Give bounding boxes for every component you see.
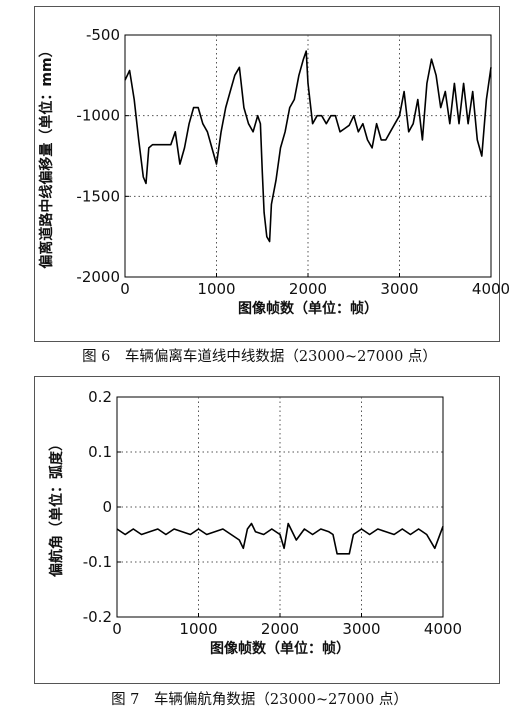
- y-axis-label: 偏航角（单位：弧度）: [48, 437, 65, 577]
- y-tick-label: -0.1: [83, 553, 112, 571]
- y-tick-label: -1000: [76, 107, 120, 125]
- figure-7-chart: 0 1000 2000 3000 4000 0.2 0.1 0 -0.1 -0.2 图像帧数（单位：…: [48, 388, 462, 657]
- series-line: [116, 522, 444, 555]
- y-tick-label: -2000: [76, 268, 120, 286]
- x-tick-label: 0: [112, 620, 122, 638]
- x-tick-label: 3000: [380, 280, 418, 298]
- x-tick-label: 4000: [472, 280, 510, 298]
- figure-6-caption: 图 6 车辆偏离车道线中线数据（23000~27000 点）: [82, 349, 437, 365]
- x-tick-label: 4000: [424, 620, 462, 638]
- x-tick-label: 1000: [179, 620, 217, 638]
- x-tick-label: 0: [120, 280, 130, 298]
- y-tick-label: -0.2: [83, 608, 112, 626]
- y-tick-label: -500: [86, 26, 120, 44]
- figure-6-frame: 0 1000 2000 3000 4000 -500 -1000 -1500 -2000 图像帧数…: [34, 6, 510, 342]
- y-tick-label: 0.2: [88, 388, 112, 406]
- y-axis-label: 偏离道路中线偏移量（单位：mm）: [38, 43, 55, 268]
- x-tick-label: 2000: [289, 280, 327, 298]
- figure-7-caption: 图 7 车辆偏航角数据（23000~27000 点）: [111, 692, 408, 708]
- x-tick-label: 1000: [197, 280, 235, 298]
- figure-6-chart: 0 1000 2000 3000 4000 -500 -1000 -1500 -2000 图像帧数…: [38, 26, 510, 317]
- x-axis-label: 图像帧数（单位：帧）: [238, 300, 378, 317]
- y-tick-label: 0: [102, 498, 112, 516]
- x-axis-label: 图像帧数（单位：帧）: [210, 640, 350, 657]
- series-line: [124, 50, 492, 243]
- x-tick-label: 3000: [342, 620, 380, 638]
- y-tick-label: 0.1: [88, 443, 112, 461]
- figure-7-frame: 0 1000 2000 3000 4000 0.2 0.1 0 -0.1 -0.2 图像帧数（单位：…: [34, 376, 500, 684]
- x-tick-label: 2000: [261, 620, 299, 638]
- y-tick-label: -1500: [76, 187, 120, 205]
